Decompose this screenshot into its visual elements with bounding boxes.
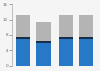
Bar	[16, 15, 30, 37]
Bar	[36, 43, 51, 66]
Bar	[79, 37, 93, 39]
Bar	[79, 15, 93, 37]
Bar	[36, 22, 51, 41]
Bar	[16, 37, 30, 39]
Bar	[79, 39, 93, 66]
Bar	[16, 39, 30, 66]
Bar	[59, 39, 73, 66]
Bar	[59, 15, 73, 37]
Bar	[36, 41, 51, 43]
Bar	[59, 37, 73, 39]
